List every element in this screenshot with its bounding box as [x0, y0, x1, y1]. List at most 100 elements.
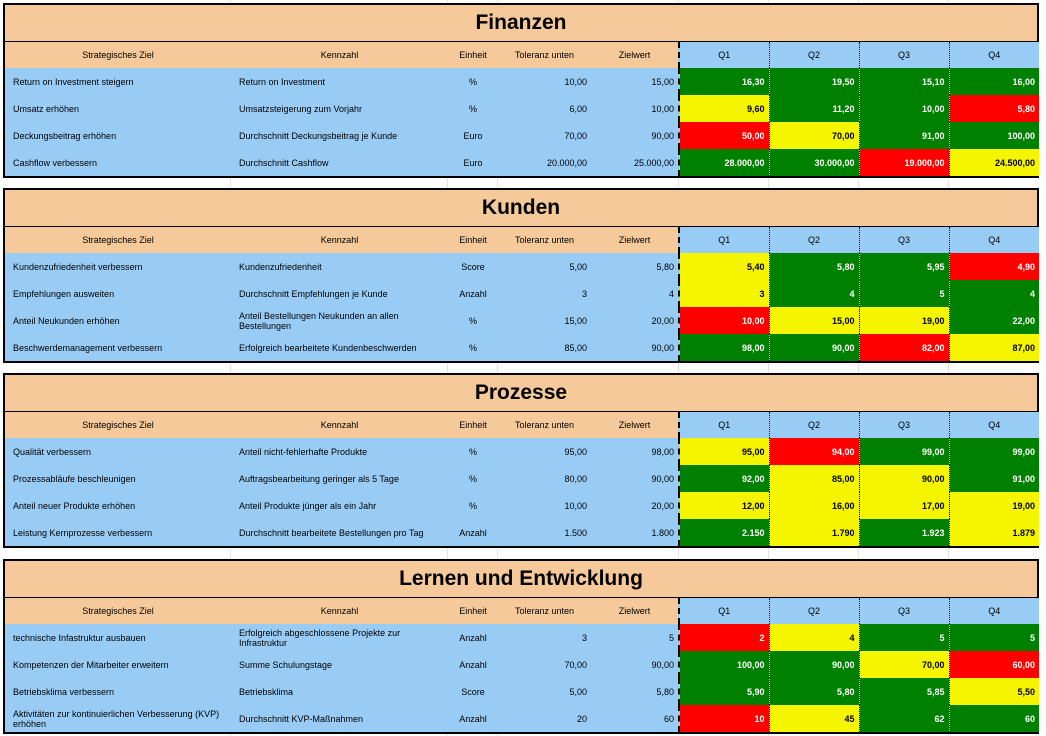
- cell-zielwert[interactable]: 25.000,00: [633, 157, 674, 168]
- cell-toleranz[interactable]: 70,00: [564, 659, 587, 670]
- cell-zielwert[interactable]: 15,00: [651, 76, 674, 87]
- cell-toleranz[interactable]: 95,00: [564, 446, 587, 457]
- header-q2[interactable]: Q2: [768, 42, 859, 68]
- cell-ziel[interactable]: Anteil neuer Produkte erhöhen: [13, 500, 136, 511]
- cell-q3-green[interactable]: 91,00: [858, 122, 949, 149]
- cell-q3-green[interactable]: 15,10: [858, 68, 949, 95]
- cell-einheit[interactable]: Anzahl: [459, 659, 487, 670]
- header-ziel[interactable]: Strategisches Ziel: [5, 412, 231, 438]
- cell-q3-yellow[interactable]: 90,00: [858, 465, 949, 492]
- cell-q1-red[interactable]: 10: [678, 705, 769, 732]
- cell-toleranz[interactable]: 5,00: [569, 686, 587, 697]
- cell-zielwert[interactable]: 4: [668, 288, 674, 299]
- cell-toleranz[interactable]: 20: [576, 713, 587, 724]
- cell-ziel[interactable]: Cashflow verbessern: [13, 157, 98, 168]
- header-ziel[interactable]: Strategisches Ziel: [5, 42, 231, 68]
- cell-toleranz[interactable]: 85,00: [564, 342, 587, 353]
- cell-einheit[interactable]: Score: [461, 261, 485, 272]
- cell-q4-green[interactable]: 60: [948, 705, 1039, 732]
- cell-toleranz[interactable]: 15,00: [564, 315, 587, 326]
- cell-zielwert[interactable]: 5: [668, 632, 674, 643]
- cell-q4-green[interactable]: 100,00: [948, 122, 1039, 149]
- cell-zielwert[interactable]: 90,00: [651, 342, 674, 353]
- cell-q1-green[interactable]: 100,00: [678, 651, 769, 678]
- cell-q2-red[interactable]: 94,00: [768, 438, 859, 465]
- cell-q1-green[interactable]: 16,30: [678, 68, 769, 95]
- cell-kennzahl[interactable]: Anteil Bestellungen Neukunden an allen B…: [239, 310, 399, 331]
- cell-ziel[interactable]: technische Infastruktur ausbauen: [13, 632, 146, 643]
- cell-q4-yellow[interactable]: 24.500,00: [948, 149, 1039, 176]
- header-q2[interactable]: Q2: [768, 598, 859, 624]
- cell-kennzahl[interactable]: Anteil nicht-fehlerhafte Produkte: [239, 446, 368, 457]
- header-einheit[interactable]: Einheit: [448, 42, 498, 68]
- cell-q4-green[interactable]: 99,00: [948, 438, 1039, 465]
- cell-ziel[interactable]: Prozessabläufe beschleunigen: [13, 473, 136, 484]
- cell-q3-yellow[interactable]: 17,00: [858, 492, 949, 519]
- cell-toleranz[interactable]: 70,00: [564, 130, 587, 141]
- cell-kennzahl[interactable]: Erfolgreich bearbeitete Kundenbeschwerde…: [239, 342, 417, 353]
- cell-q2-yellow[interactable]: 85,00: [768, 465, 859, 492]
- cell-kennzahl[interactable]: Return on Investment: [239, 76, 326, 87]
- cell-toleranz[interactable]: 5,00: [569, 261, 587, 272]
- cell-einheit[interactable]: %: [468, 446, 477, 457]
- header-zielwert[interactable]: Zielwert: [591, 227, 679, 253]
- cell-q3-red[interactable]: 19.000,00: [858, 149, 949, 176]
- cell-q1-yellow[interactable]: 3: [678, 280, 769, 307]
- cell-q2-yellow[interactable]: 1.790: [768, 519, 859, 546]
- header-q4[interactable]: Q4: [948, 42, 1039, 68]
- cell-q2-green[interactable]: 11,20: [768, 95, 859, 122]
- cell-q4-red[interactable]: 60,00: [948, 651, 1039, 678]
- header-q1[interactable]: Q1: [678, 42, 769, 68]
- cell-q2-yellow[interactable]: 70,00: [768, 122, 859, 149]
- cell-q2-green[interactable]: 90,00: [768, 651, 859, 678]
- cell-zielwert[interactable]: 5,80: [656, 686, 674, 697]
- cell-q3-red[interactable]: 82,00: [858, 334, 949, 361]
- cell-ziel[interactable]: Aktivitäten zur kontinuierlichen Verbess…: [13, 708, 220, 729]
- cell-ziel[interactable]: Beschwerdemanagement verbessern: [13, 342, 163, 353]
- cell-einheit[interactable]: %: [468, 500, 477, 511]
- cell-einheit[interactable]: %: [468, 473, 477, 484]
- cell-toleranz[interactable]: 6,00: [569, 103, 587, 114]
- cell-q1-green[interactable]: 2.150: [678, 519, 769, 546]
- cell-q2-yellow[interactable]: 45: [768, 705, 859, 732]
- cell-q4-green[interactable]: 4: [948, 280, 1039, 307]
- cell-q1-yellow[interactable]: 9,60: [678, 95, 769, 122]
- cell-q2-green[interactable]: 5,80: [768, 678, 859, 705]
- cell-q1-green[interactable]: 28.000,00: [678, 149, 769, 176]
- cell-ziel[interactable]: Kompetenzen der Mitarbeiter erweitern: [13, 659, 169, 670]
- cell-toleranz[interactable]: 1.500: [564, 527, 587, 538]
- header-kennzahl[interactable]: Kennzahl: [231, 412, 448, 438]
- header-kennzahl[interactable]: Kennzahl: [231, 598, 448, 624]
- cell-ziel[interactable]: Umsatz erhöhen: [13, 103, 80, 114]
- header-q4[interactable]: Q4: [948, 598, 1039, 624]
- header-toleranz[interactable]: Toleranz unten: [498, 412, 591, 438]
- cell-einheit[interactable]: %: [468, 76, 477, 87]
- cell-kennzahl[interactable]: Durchschnitt Empfehlungen je Kunde: [239, 288, 388, 299]
- cell-toleranz[interactable]: 3: [581, 288, 587, 299]
- cell-kennzahl[interactable]: Durchschnitt KVP-Maßnahmen: [239, 713, 364, 724]
- cell-kennzahl[interactable]: Durchschnitt bearbeitete Bestellungen pr…: [239, 527, 424, 538]
- cell-q2-green[interactable]: 5,80: [768, 253, 859, 280]
- cell-kennzahl[interactable]: Betriebsklima: [239, 686, 294, 697]
- cell-zielwert[interactable]: 90,00: [651, 473, 674, 484]
- cell-zielwert[interactable]: 20,00: [651, 315, 674, 326]
- cell-zielwert[interactable]: 5,80: [656, 261, 674, 272]
- cell-ziel[interactable]: Kundenzufriedenheit verbessern: [13, 261, 143, 272]
- header-q4[interactable]: Q4: [948, 412, 1039, 438]
- cell-q3-green[interactable]: 5,95: [858, 253, 949, 280]
- cell-q2-green[interactable]: 19,50: [768, 68, 859, 95]
- cell-q4-green[interactable]: 16,00: [948, 68, 1039, 95]
- header-toleranz[interactable]: Toleranz unten: [498, 42, 591, 68]
- header-einheit[interactable]: Einheit: [448, 412, 498, 438]
- cell-einheit[interactable]: Anzahl: [459, 288, 487, 299]
- cell-kennzahl[interactable]: Erfolgreich abgeschlossene Projekte zur …: [239, 627, 401, 648]
- cell-kennzahl[interactable]: Kundenzufriedenheit: [239, 261, 322, 272]
- cell-toleranz[interactable]: 10,00: [564, 500, 587, 511]
- cell-q1-yellow[interactable]: 12,00: [678, 492, 769, 519]
- cell-toleranz[interactable]: 3: [581, 632, 587, 643]
- cell-q3-green[interactable]: 99,00: [858, 438, 949, 465]
- cell-ziel[interactable]: Deckungsbeitrag erhöhen: [13, 130, 117, 141]
- cell-einheit[interactable]: Euro: [463, 157, 483, 168]
- cell-q4-yellow[interactable]: 87,00: [948, 334, 1039, 361]
- cell-toleranz[interactable]: 20.000,00: [546, 157, 587, 168]
